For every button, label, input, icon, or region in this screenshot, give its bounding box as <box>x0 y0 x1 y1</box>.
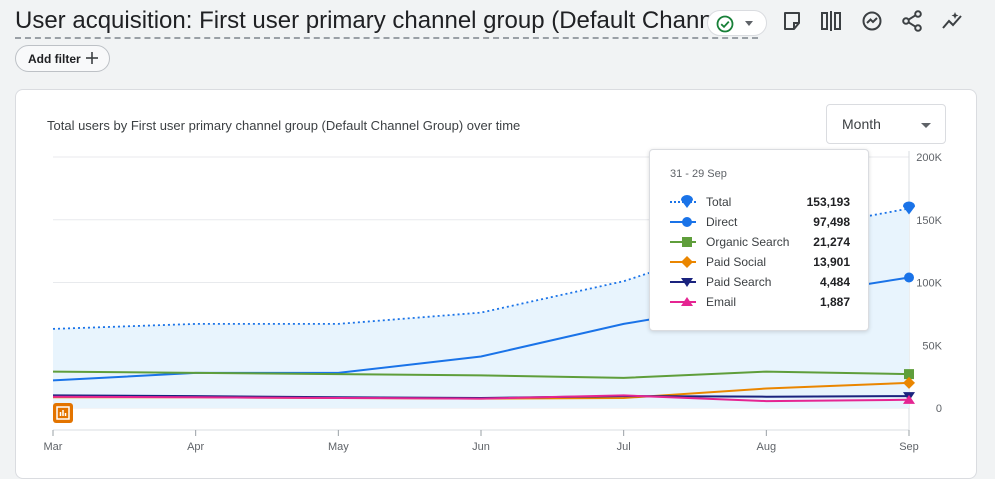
add-filter-button[interactable]: Add filter <box>15 45 110 72</box>
email-legend-icon <box>670 297 696 306</box>
tooltip-date: 31 - 29 Sep <box>670 168 727 180</box>
tooltip-series-name: Total <box>706 195 732 209</box>
y-tick-label: 0 <box>936 403 942 415</box>
check-circle-icon <box>716 15 734 33</box>
legend-marker <box>681 278 693 287</box>
email-series-line <box>52 394 910 403</box>
tooltip-series-name: Email <box>706 295 737 309</box>
add-filter-label: Add filter <box>28 52 81 66</box>
tooltip-series-name: Paid Search <box>706 275 772 289</box>
annotation-icon[interactable] <box>53 403 73 423</box>
paid-social-point-marker <box>903 376 915 389</box>
y-tick-label: 200K <box>916 152 942 164</box>
tooltip-row-direct: Direct 97,498 <box>670 213 850 231</box>
chart-title: Total users by First user primary channe… <box>47 118 521 133</box>
legend-marker <box>681 195 693 208</box>
tooltip-row-total: Total 153,193 <box>670 193 850 211</box>
plus-icon <box>86 52 98 64</box>
chevron-down-icon <box>745 21 753 26</box>
tooltip-series-value: 13,901 <box>813 255 850 269</box>
tooltip-series-value: 97,498 <box>813 215 850 229</box>
direct-point-marker <box>904 272 914 283</box>
tooltip-series-value: 4,484 <box>819 275 850 289</box>
x-tick-label: Jun <box>472 441 490 453</box>
y-tick-label: 50K <box>922 340 942 352</box>
x-tick-label: Mar <box>44 441 63 453</box>
tooltip-series-value: 1,887 <box>819 295 850 309</box>
tooltip-row-email: Email 1,887 <box>670 293 850 311</box>
tooltip-row-organic-search: Organic Search 21,274 <box>670 233 850 251</box>
chart-tooltip: 31 - 29 Sep Total 153,193 Direct 97,498 … <box>649 149 869 331</box>
legend-marker <box>682 217 692 227</box>
legend-marker <box>681 256 693 268</box>
note-icon[interactable] <box>780 9 804 33</box>
tooltip-row-paid-social: Paid Social 13,901 <box>670 253 850 271</box>
compare-icon[interactable] <box>819 9 843 33</box>
x-tick-label: Aug <box>757 441 777 453</box>
month-select[interactable]: Month <box>826 104 946 144</box>
tooltip-series-name: Paid Social <box>706 255 767 269</box>
tooltip-series-value: 21,274 <box>813 235 850 249</box>
direct-legend-icon <box>670 217 696 227</box>
paid-social-legend-icon <box>670 256 696 268</box>
chevron-down-icon <box>921 123 931 128</box>
month-select-value: Month <box>842 116 881 132</box>
y-tick-label: 150K <box>916 215 942 227</box>
organic-search-legend-icon <box>670 237 696 247</box>
x-tick-label: Sep <box>899 441 919 453</box>
report-header: User acquisition: First user primary cha… <box>0 0 995 85</box>
tooltip-series-name: Direct <box>706 215 738 229</box>
paid-search-legend-icon <box>670 278 696 287</box>
legend-marker <box>681 297 693 306</box>
status-dropdown[interactable] <box>707 10 767 36</box>
share-icon[interactable] <box>900 9 924 33</box>
email-point-marker <box>903 394 915 404</box>
tooltip-series-name: Organic Search <box>706 235 790 249</box>
x-tick-label: May <box>328 441 349 453</box>
organic-search-series-line <box>52 370 910 379</box>
insights-icon[interactable] <box>860 9 884 33</box>
tooltip-series-value: 153,193 <box>806 195 850 209</box>
total-point-marker <box>903 201 915 215</box>
page-title[interactable]: User acquisition: First user primary cha… <box>15 6 758 39</box>
organic-search-point-marker <box>904 369 914 380</box>
x-tick-label: Jul <box>617 441 631 453</box>
trend-icon[interactable] <box>940 9 964 33</box>
tooltip-row-paid-search: Paid Search 4,484 <box>670 273 850 291</box>
y-tick-label: 100K <box>916 278 942 290</box>
chart-card: Total users by First user primary channe… <box>15 89 977 479</box>
legend-marker <box>682 237 692 247</box>
x-tick-label: Apr <box>187 441 204 453</box>
total-legend-icon <box>670 195 696 208</box>
